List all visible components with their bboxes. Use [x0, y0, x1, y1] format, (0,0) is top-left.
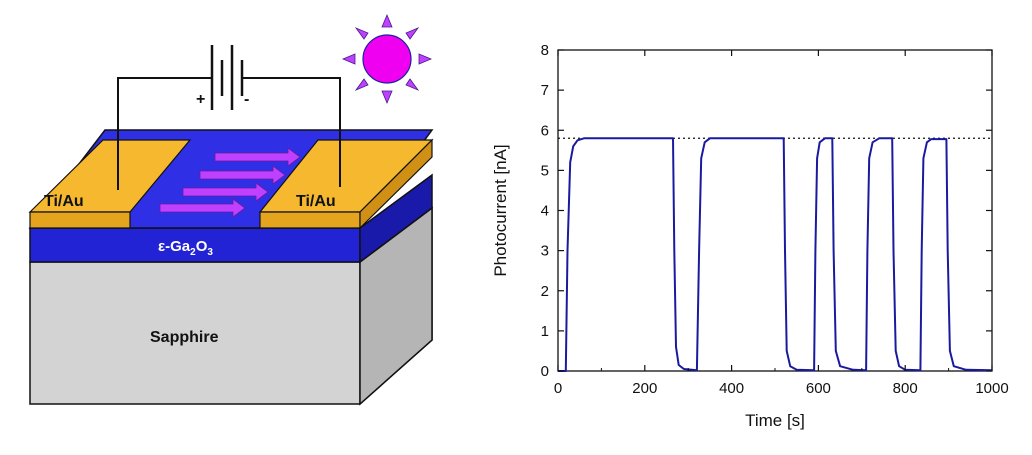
y-tick-label: 5	[541, 162, 549, 179]
film-label-sub2: 3	[207, 247, 213, 258]
y-tick-label: 1	[541, 323, 549, 340]
x-tick-label: 800	[893, 380, 918, 397]
film-label-sub1: 2	[190, 247, 196, 258]
x-tick-label: 0	[554, 380, 562, 397]
sapphire-substrate	[29, 206, 433, 406]
film-label-prefix: ε-Ga	[158, 238, 191, 255]
right-contact-label: Ti/Au	[296, 193, 336, 210]
y-tick-label: 7	[541, 82, 549, 99]
right-contact	[258, 138, 434, 230]
substrate-label: Sapphire	[150, 329, 219, 346]
y-tick-label: 2	[541, 283, 549, 300]
y-axis-title: Photocurrent [nA]	[491, 144, 510, 276]
x-tick-label: 200	[632, 380, 657, 397]
left-contact	[28, 139, 192, 229]
battery-icon	[210, 45, 244, 110]
x-tick-label: 600	[806, 380, 831, 397]
y-tick-label: 0	[541, 363, 549, 380]
battery-minus-label: -	[244, 91, 249, 108]
carrier-flow-arrows	[159, 147, 301, 218]
photocurrent-chart: 0 200 400 600 800 1000 0 1 2 3 4 5 6 7 8 Time [s] Phot…	[491, 42, 1009, 430]
y-tick-label: 3	[541, 243, 549, 260]
plot-area-frame	[557, 49, 993, 372]
sun-icon	[341, 13, 433, 105]
y-tick-label: 8	[541, 42, 549, 59]
circuit-wires	[117, 77, 341, 190]
film-label-mid: O	[196, 238, 208, 255]
y-tick-label: 6	[541, 122, 549, 139]
device-schematic: + - Ti/Au Ti/Au ε-Ga2O3 Sapphire	[28, 13, 434, 406]
x-tick-label: 1000	[975, 380, 1008, 397]
photocurrent-series-line	[558, 137, 993, 372]
left-contact-label: Ti/Au	[44, 193, 84, 210]
film-label: ε-Ga2O3	[158, 238, 213, 258]
x-tick-label: 400	[719, 380, 744, 397]
y-tick-label: 4	[541, 203, 549, 220]
battery-plus-label: +	[196, 91, 205, 108]
x-axis-title: Time [s]	[745, 411, 805, 430]
